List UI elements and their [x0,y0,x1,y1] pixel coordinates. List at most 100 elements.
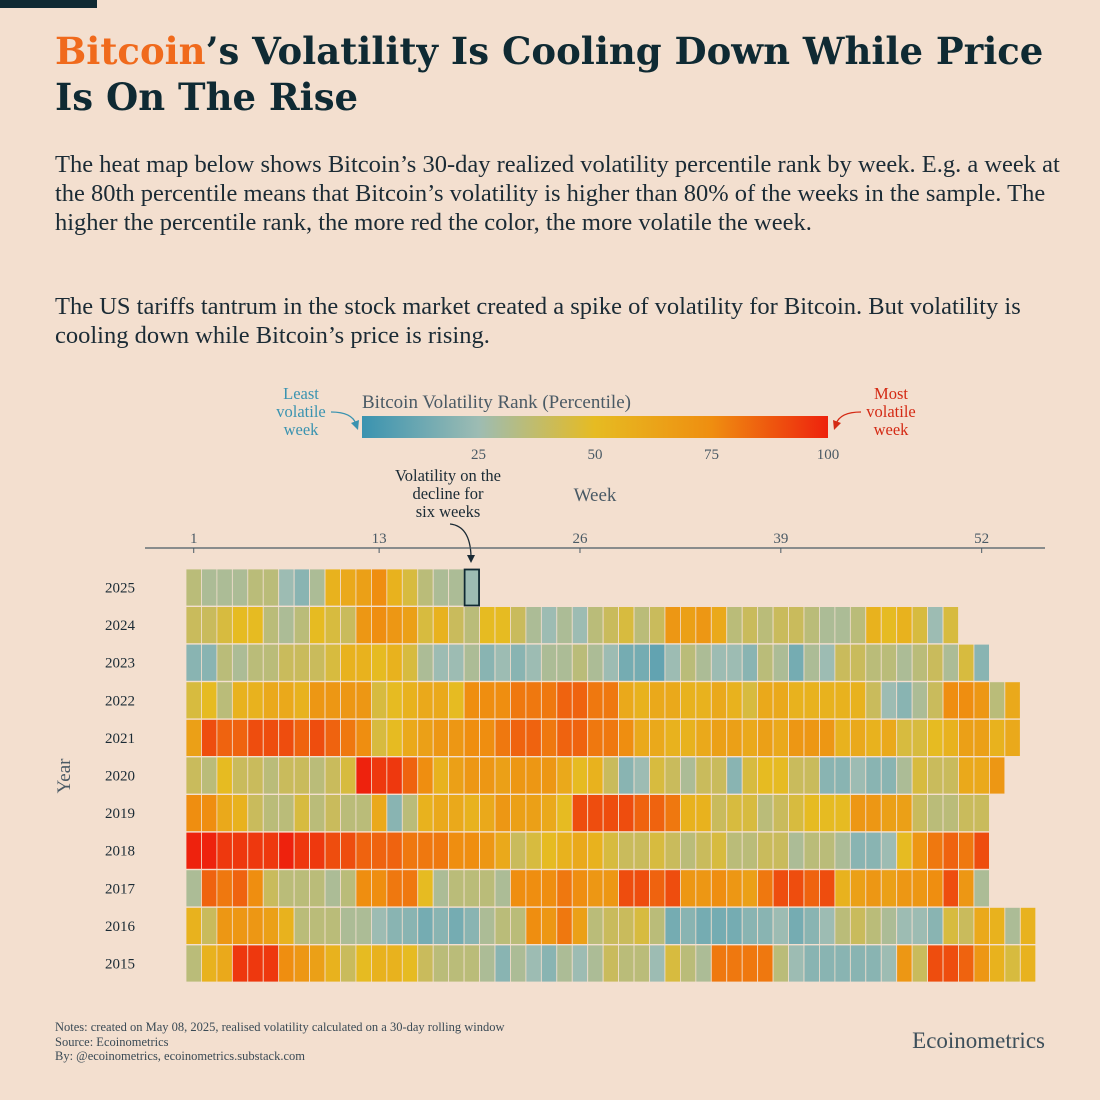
heatmap-cell [293,681,310,720]
heatmap-cell [448,643,465,682]
heatmap-cell [865,944,882,983]
heatmap-cell [185,756,202,795]
heatmap-cell [865,907,882,945]
title-rest: ’s Volatility Is Cooling Down While Pric… [55,29,1044,119]
heatmap-cell [525,944,542,983]
heatmap-cell [602,831,620,870]
heatmap-cell [216,719,233,757]
least-label-line-2: volatile [276,402,325,421]
heatmap-cell [479,643,496,682]
heatmap-cell [618,869,635,908]
heatmap-cell [309,681,326,720]
heatmap-cell [293,794,310,832]
heatmap-cell [340,869,357,908]
heatmap-cell [680,756,697,795]
heatmap-cell [618,907,635,945]
heatmap-cell [448,756,465,795]
heatmap-cell [741,756,759,795]
heatmap-cell [649,907,666,945]
heatmap-cell [618,756,635,795]
annotation-arrowhead-icon [467,555,475,563]
heatmap-cell [556,756,573,795]
heatmap-cell [278,794,295,832]
heatmap-cell [741,944,759,983]
heatmap-cell [772,831,789,870]
heatmap-cell [618,606,635,644]
heatmap-cell [896,756,913,795]
heatmap-cell [324,869,341,908]
heatmap-cell [201,606,218,644]
heatmap-cell [741,831,759,870]
heatmap-cell [370,568,388,607]
heatmap-cell [293,831,310,870]
heatmap-cell [726,681,743,720]
least-label-line-3: week [284,420,320,439]
heatmap-cell [849,869,867,908]
heatmap-cell [726,756,743,795]
heatmap-cell [819,869,836,908]
heatmap-cell [649,831,666,870]
heatmap-cell [1004,681,1021,720]
heatmap-cell [695,794,712,832]
heatmap-cell [958,869,975,908]
heatmap-cell [231,794,249,832]
heatmap-cell [231,681,249,720]
legend-ticks: 25 50 75 100 [471,438,839,463]
heatmap-cell [927,606,944,644]
heatmap-cell [510,756,527,795]
heatmap-cell [726,794,743,832]
heatmap-cell [540,907,558,945]
heatmap-cell [494,719,511,757]
heatmap-cell [587,681,604,720]
heatmap-cell [386,869,403,908]
heatmap-cell [587,944,604,983]
heatmap-cell [942,681,959,720]
heatmap-cell [262,568,280,607]
heatmap-cell [618,794,635,832]
heatmap-cell [262,606,280,644]
heatmap-cell [911,681,929,720]
heatmap-cell [633,831,650,870]
heatmap-cell [231,568,249,607]
heatmap-cell [448,606,465,644]
heatmap-cell [633,643,650,682]
heatmap-cell [510,907,527,945]
heatmap-cell [355,944,372,983]
brand-label: Ecoinometrics [912,1028,1045,1053]
legend-title: Bitcoin Volatility Rank (Percentile) [362,392,631,413]
heatmap-cell [726,907,743,945]
heatmap-cell [417,944,434,983]
heatmap-cell [602,794,620,832]
heatmap-cell [463,794,480,832]
annotation-line-1: Volatility on the [395,466,501,485]
most-arrow-icon [835,411,862,425]
heatmap-cell [247,568,264,607]
heatmap-cell [896,719,913,757]
heatmap-cell [803,756,820,795]
notes-line-2: Source: Ecoinometrics [55,1034,169,1049]
heatmap-cell [463,643,480,682]
heatmap-cell [324,794,341,832]
heatmap-cell [479,606,496,644]
heatmap-cell [556,944,573,983]
heatmap-cell [556,869,573,908]
heatmap-cell [602,606,620,644]
heatmap-cell [757,606,774,644]
heatmap-cell [834,756,851,795]
heatmap-cell [571,756,589,795]
heatmap-cell [880,944,898,983]
heatmap-cell [231,756,249,795]
heatmap-cell [417,869,434,908]
heatmap-cell [989,756,1006,795]
heatmap-cell [927,681,944,720]
heatmap-cell [587,831,604,870]
heatmap-cell [571,606,589,644]
heatmap-cell [772,606,789,644]
top-accent-bar [0,0,97,8]
heatmap-cell [1004,719,1021,757]
heatmap-cell [231,907,249,945]
heatmap-cell [788,719,805,757]
heatmap-cell [911,907,929,945]
heatmap-cell [726,831,743,870]
heatmap-cell [463,719,480,757]
